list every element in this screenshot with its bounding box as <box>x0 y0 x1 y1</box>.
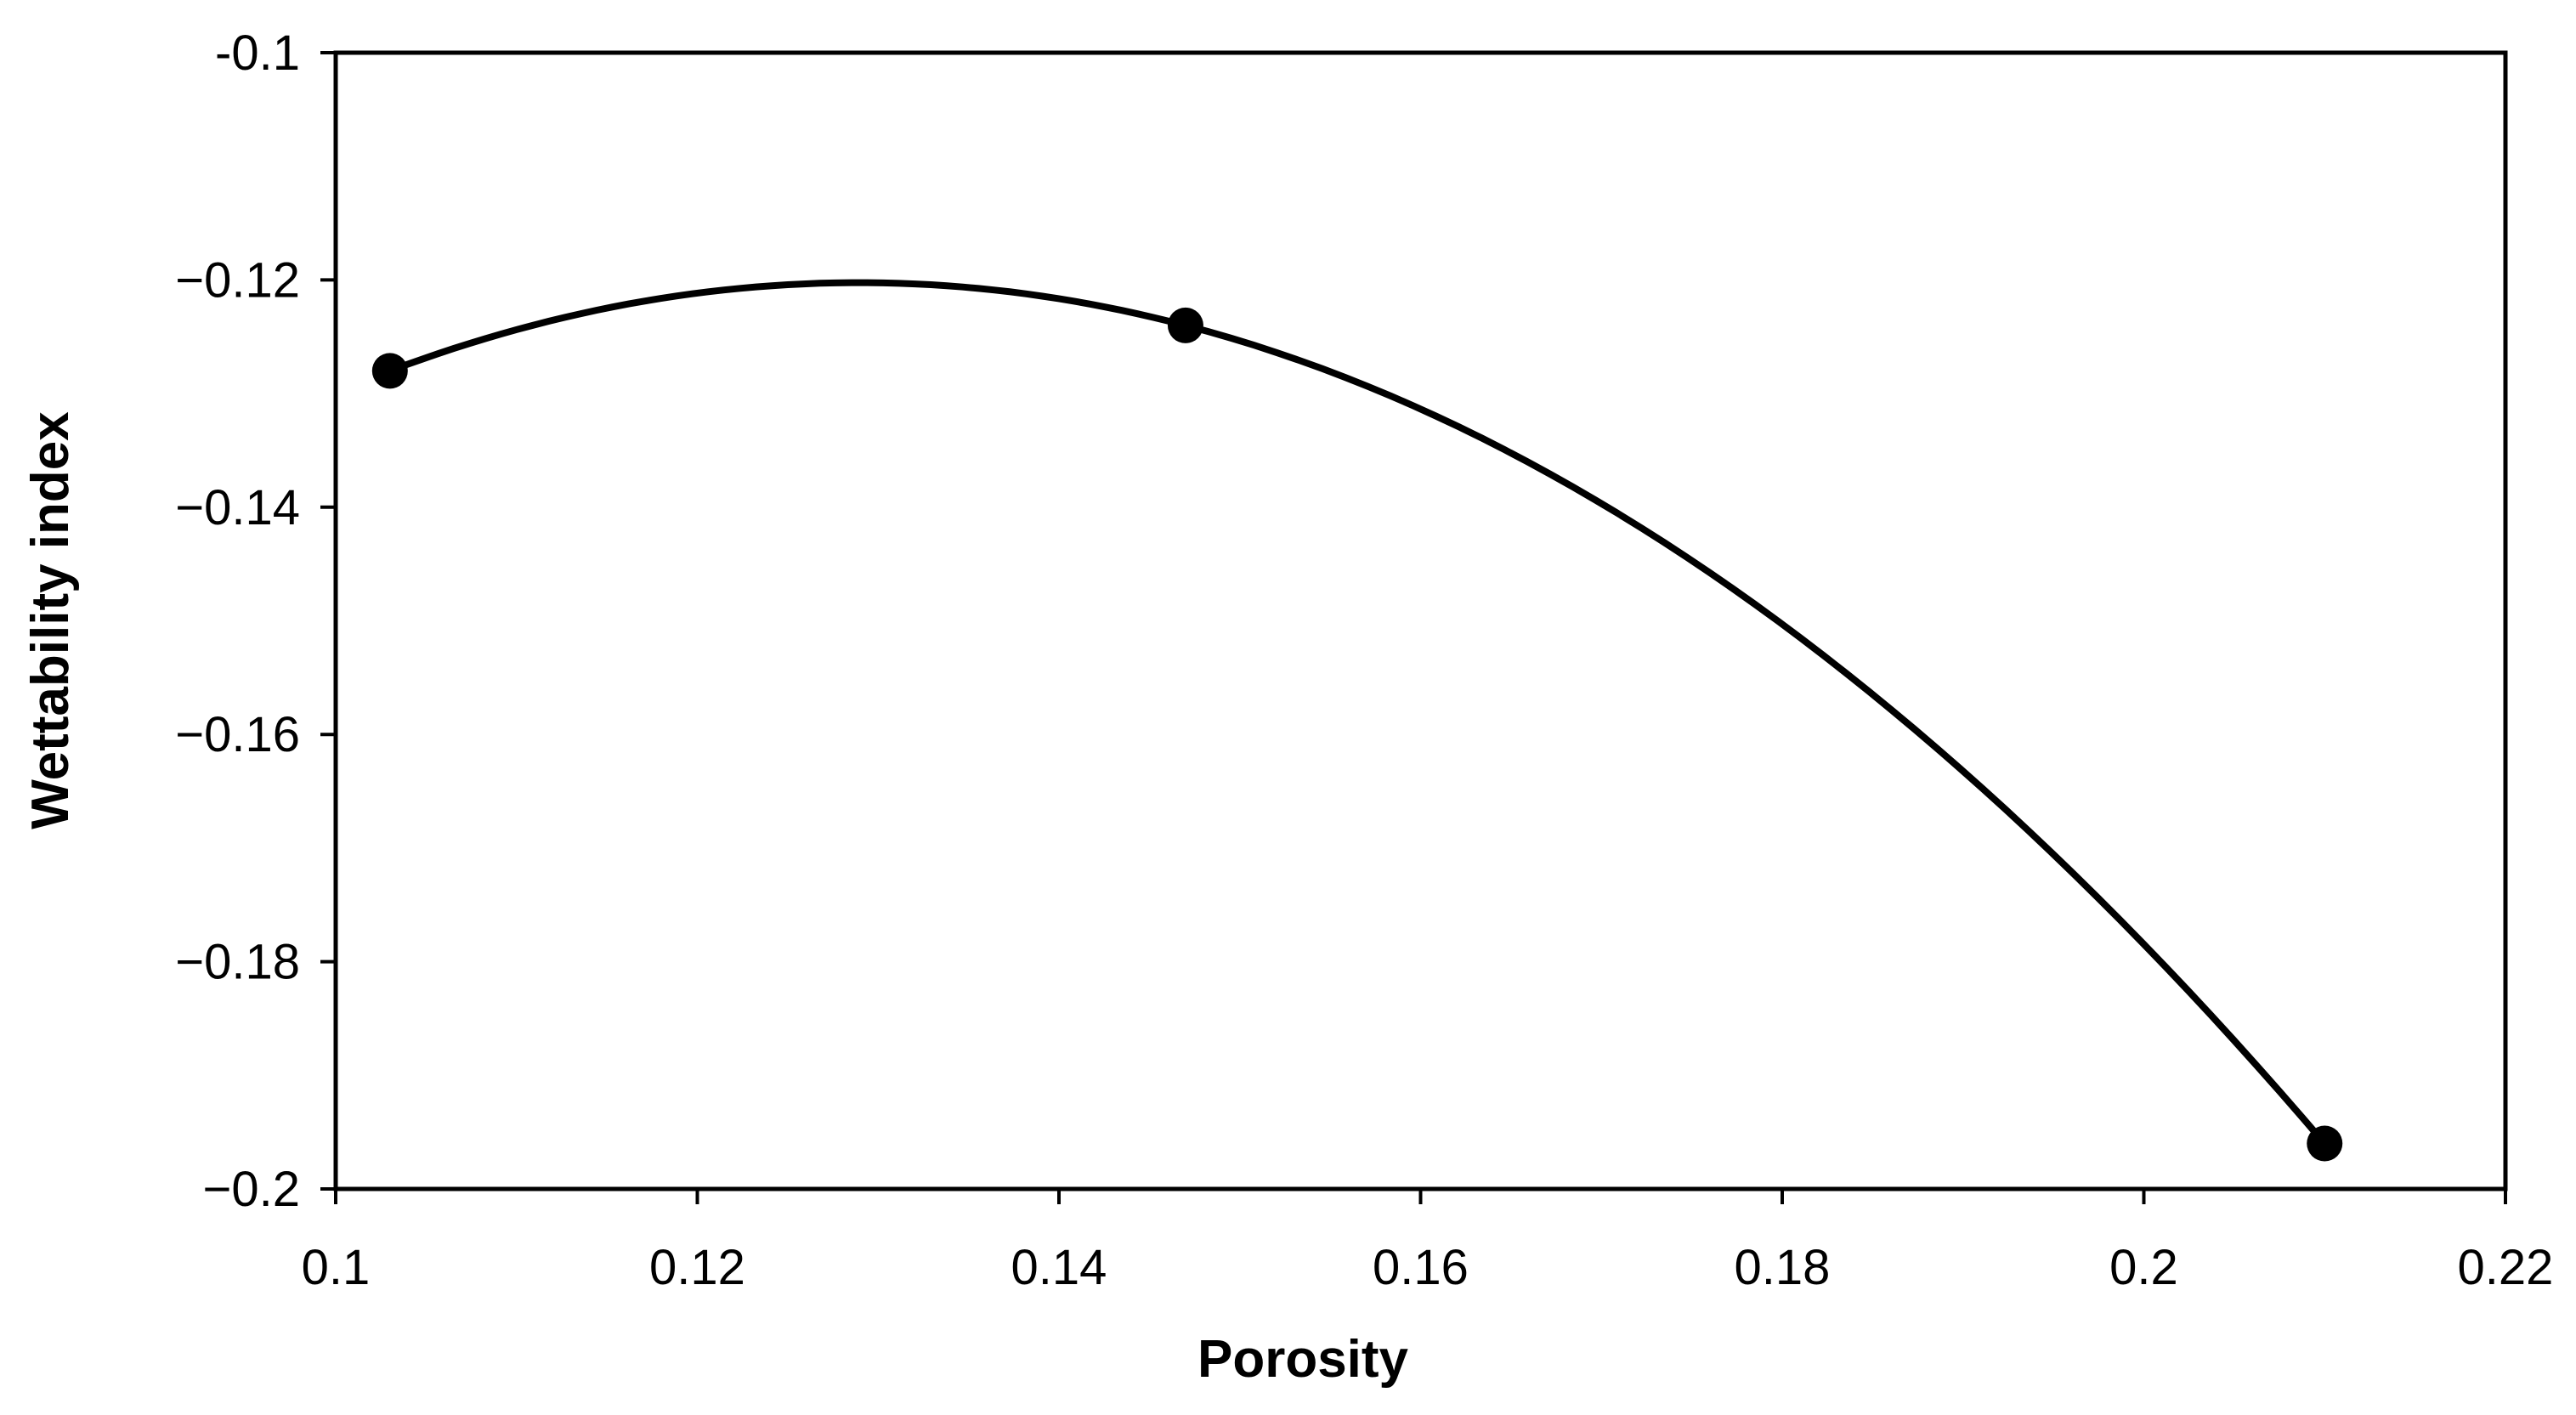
x-tick-label: 0.16 <box>1373 1240 1469 1295</box>
data-point <box>371 353 408 389</box>
series-line <box>386 279 2329 1147</box>
x-tick-label: 0.14 <box>1011 1240 1107 1295</box>
data-point <box>1167 307 1203 343</box>
x-tick-label: 0.1 <box>302 1240 371 1295</box>
plot-frame <box>333 50 2508 1191</box>
x-ticks: 0.1 0.12 0.14 0.16 0.18 0.2 0.22 <box>302 1189 2554 1295</box>
x-tick-label: 0.22 <box>2458 1240 2554 1295</box>
x-tick-label: 0.2 <box>2109 1240 2178 1295</box>
y-axis-title: Wettability index <box>21 411 80 829</box>
y-tick-label: −0.14 <box>175 480 300 535</box>
data-point <box>2307 1125 2343 1162</box>
y-tick-label: -0.1 <box>215 25 300 81</box>
y-tick-label: −0.18 <box>175 935 300 990</box>
markers <box>371 307 2343 1162</box>
x-tick-label: 0.18 <box>1735 1240 1831 1295</box>
y-tick-label: −0.12 <box>175 252 300 308</box>
x-tick-label: 0.12 <box>649 1240 745 1295</box>
y-tick-label: −0.2 <box>203 1162 301 1217</box>
x-axis-title: Porosity <box>1197 1330 1409 1389</box>
y-ticks: -0.1 −0.12 −0.14 −0.16 −0.18 −0.2 <box>175 25 336 1217</box>
y-tick-label: −0.16 <box>175 707 300 762</box>
